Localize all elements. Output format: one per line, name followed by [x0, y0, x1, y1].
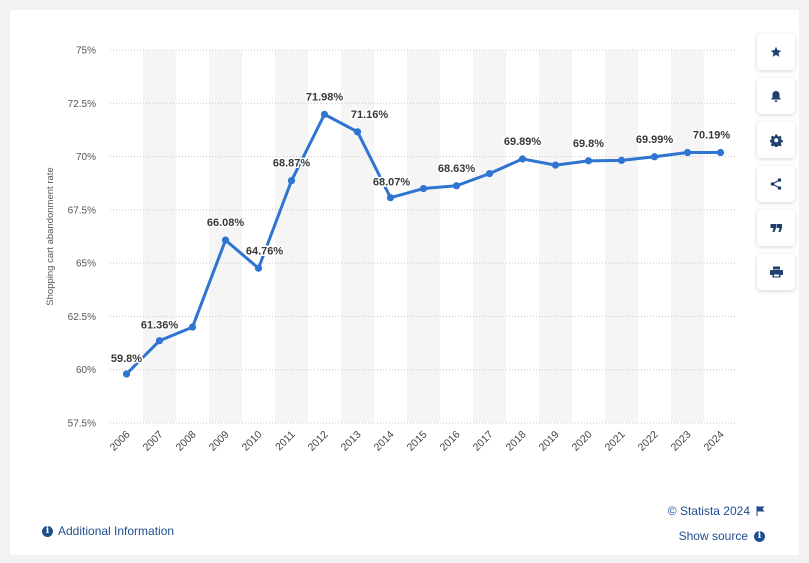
- additional-information-link[interactable]: i Additional Information: [42, 524, 174, 538]
- column-band: [671, 50, 704, 423]
- x-tick-label: 2015: [405, 429, 430, 454]
- y-tick-label: 67.5%: [68, 205, 96, 216]
- bell-icon: [771, 90, 781, 102]
- share-button[interactable]: [757, 166, 795, 202]
- y-tick-label: 60%: [76, 365, 96, 376]
- column-band: [341, 50, 374, 423]
- star-icon: [770, 46, 782, 57]
- x-tick-label: 2010: [240, 429, 265, 454]
- data-label: 66.08%: [207, 217, 245, 229]
- y-axis-label: Shopping cart abandonment rate: [45, 167, 56, 305]
- printer-icon: [769, 266, 783, 278]
- column-band: [605, 50, 638, 423]
- show-source-text[interactable]: Show source: [678, 529, 748, 543]
- data-label: 70.19%: [693, 130, 731, 142]
- show-source-link[interactable]: Show source i: [668, 528, 765, 544]
- x-tick-label: 2006: [108, 429, 133, 454]
- line-chart: 57.5% 60% 62.5% 65% 67.5% 70% 72.5% 75% Shopping…: [45, 46, 737, 454]
- x-tick-label: 2022: [636, 429, 661, 454]
- data-point: [716, 148, 725, 157]
- x-tick-label: 2020: [570, 429, 595, 454]
- notification-button[interactable]: [757, 78, 795, 114]
- chart-card: 57.5% 60% 62.5% 65% 67.5% 70% 72.5% 75% Shopping…: [10, 10, 799, 555]
- additional-information-text[interactable]: Additional Information: [58, 524, 175, 538]
- print-button[interactable]: [757, 254, 795, 290]
- data-point: [551, 161, 560, 169]
- data-point: [254, 264, 263, 272]
- x-tick-label: 2023: [669, 429, 694, 454]
- data-point: [188, 323, 197, 331]
- x-tick-label: 2012: [306, 429, 331, 454]
- column-band: [539, 50, 572, 423]
- data-label: 64.76%: [246, 245, 284, 257]
- x-tick-label: 2018: [504, 429, 529, 454]
- data-point: [287, 177, 296, 185]
- cite-button[interactable]: [757, 210, 795, 246]
- data-point: [650, 153, 659, 161]
- copyright-text[interactable]: © Statista 2024: [667, 504, 750, 518]
- data-point: [485, 170, 494, 178]
- column-band: [275, 50, 308, 423]
- data-point: [584, 157, 593, 165]
- data-point: [320, 110, 329, 118]
- data-point: [518, 155, 527, 163]
- data-label: 68.63%: [438, 163, 476, 175]
- x-tick-label: 2019: [537, 429, 562, 454]
- data-point: [386, 194, 395, 202]
- x-tick-label: 2024: [702, 429, 727, 454]
- y-tick-label: 57.5%: [68, 419, 96, 430]
- x-tick-label: 2017: [471, 429, 496, 454]
- x-tick-label: 2021: [603, 429, 628, 454]
- data-label: 68.87%: [273, 158, 311, 170]
- star-button[interactable]: [757, 34, 795, 70]
- x-tick-label: 2007: [141, 429, 166, 454]
- column-band: [473, 50, 506, 423]
- gear-icon: [769, 134, 783, 147]
- info-icon: i: [754, 530, 765, 542]
- y-tick-label: 72.5%: [68, 99, 96, 110]
- x-tick-label: 2008: [174, 429, 199, 454]
- data-point: [221, 236, 230, 244]
- y-tick-label: 75%: [76, 46, 96, 57]
- share-icon: [770, 178, 782, 190]
- column-band: [407, 50, 440, 423]
- sidebar-toolbar: [757, 34, 795, 298]
- footer-right: © Statista 2024 Show source i: [668, 503, 765, 553]
- data-point: [617, 156, 626, 165]
- column-band: [143, 50, 176, 423]
- y-tick-label: 62.5%: [68, 312, 96, 323]
- column-band: [209, 50, 242, 423]
- data-label: 61.36%: [141, 320, 179, 332]
- data-point: [353, 128, 362, 136]
- x-tick-label: 2016: [438, 429, 463, 454]
- y-tick-label: 65%: [76, 259, 96, 270]
- data-point: [419, 184, 428, 193]
- data-point: [122, 370, 131, 378]
- data-label: 71.16%: [351, 109, 389, 121]
- data-point: [155, 337, 164, 345]
- data-point: [452, 182, 461, 190]
- x-tick-label: 2014: [372, 429, 397, 454]
- x-tick-label: 2009: [207, 429, 232, 454]
- data-label: 69.99%: [636, 134, 674, 146]
- quote-icon: [770, 224, 782, 232]
- data-point: [683, 148, 692, 157]
- y-tick-label: 70%: [76, 152, 96, 163]
- data-label: 71.98%: [306, 91, 344, 103]
- flag-icon[interactable]: [756, 506, 765, 516]
- data-label: 69.89%: [504, 136, 542, 148]
- data-label: 69.8%: [573, 138, 604, 150]
- copyright-line[interactable]: © Statista 2024: [668, 503, 765, 519]
- x-tick-label: 2013: [339, 429, 364, 454]
- data-label: 68.07%: [373, 177, 411, 189]
- x-tick-label: 2011: [273, 429, 298, 454]
- info-icon: i: [42, 525, 53, 537]
- settings-button[interactable]: [757, 122, 795, 158]
- data-label: 59.8%: [111, 353, 142, 365]
